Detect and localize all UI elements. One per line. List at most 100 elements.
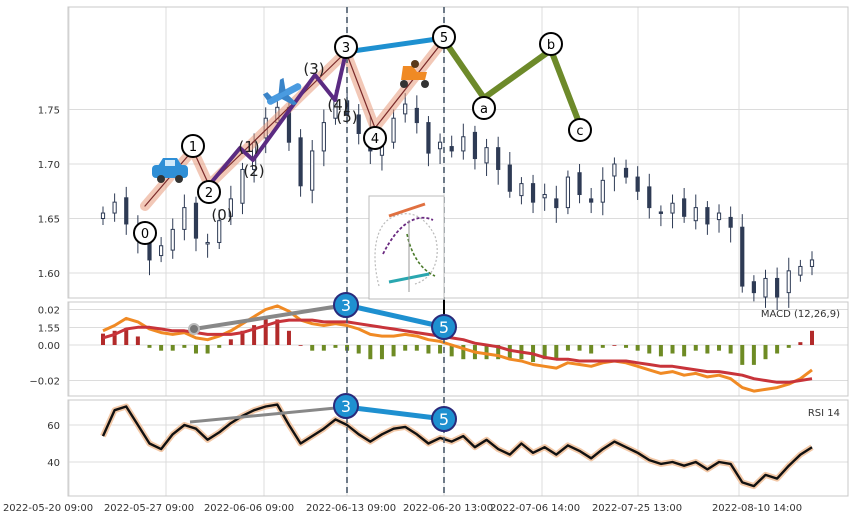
wave-label: 4 [371, 132, 379, 147]
macd-histogram-bar [461, 345, 466, 360]
airplane-tail [262, 92, 273, 101]
candle-body [112, 201, 117, 214]
signal-line [102, 318, 813, 384]
rsi-line-halo [100, 401, 814, 490]
candle-body [740, 226, 745, 287]
scooter-icon [400, 60, 429, 88]
candle-body [391, 117, 396, 143]
candle-body [310, 150, 315, 191]
coaster-track-purple [382, 216, 434, 255]
panel-frame [67, 301, 849, 397]
coaster-track-outer [374, 213, 438, 287]
candle-body [554, 198, 559, 209]
candle-body [426, 122, 431, 154]
macd-histogram-bar [159, 345, 164, 351]
wave-label-circle [472, 96, 496, 120]
wave-label: (5) [336, 108, 357, 126]
candle-body [542, 194, 547, 199]
candle-body [635, 176, 640, 192]
candle-body [589, 198, 594, 203]
macd-histogram-bar [635, 345, 640, 351]
candle-body [682, 198, 687, 217]
candle-body [159, 245, 164, 257]
candle-body [507, 164, 512, 192]
panel-frames [67, 6, 849, 497]
macd-histogram-bar [496, 345, 501, 360]
airplane-fuselage [266, 83, 302, 105]
macd-histogram-bar [554, 345, 559, 360]
wave-label: c [576, 124, 583, 139]
candlestick-series [100, 89, 815, 311]
macd-histogram-bar [577, 345, 582, 351]
macd-histogram-bar [414, 345, 419, 351]
macd-histogram-bar [717, 345, 722, 351]
x-tick-label: 2022-05-20 09:00 [3, 503, 93, 514]
candle-body [496, 147, 501, 170]
candle-body [449, 146, 454, 152]
indicator-marker-circle [333, 292, 359, 318]
macd-histogram-bar [484, 345, 489, 360]
wave-label-circle [432, 25, 456, 49]
candle-body [414, 107, 419, 124]
candle-body [217, 220, 222, 243]
correction-wave-line [441, 37, 581, 123]
airplane-wing [280, 94, 298, 106]
macd-histogram-bar [240, 330, 245, 345]
macd-histogram-bar [438, 345, 443, 354]
macd-histogram-bar [670, 345, 675, 354]
scooter-wheel [400, 80, 408, 88]
candle-body [484, 147, 489, 164]
scooter-rider [411, 60, 419, 68]
candle-body [565, 176, 571, 209]
axis-labels: 1.551.601.651.701.75−0.020.000.024060MAC… [3, 106, 840, 515]
rollercoaster-icon [368, 195, 445, 300]
candle-body [693, 207, 698, 222]
wave-label: 3 [342, 41, 350, 56]
wave-label-circle [181, 134, 205, 158]
impulse-wave-band [140, 35, 449, 211]
macd-histogram-bar [624, 345, 629, 348]
rsi-divergence-gray [189, 405, 347, 424]
macd-histogram-bar [647, 345, 652, 354]
divergence-line-price [343, 35, 447, 55]
macd-y-tick-label: 0.00 [38, 341, 60, 352]
subwave-line [203, 50, 348, 192]
wave-label: 1 [189, 140, 197, 155]
macd-histogram-bar [135, 336, 140, 345]
price-y-tick-label: 1.60 [38, 269, 60, 280]
macd-histogram-bar [705, 345, 710, 354]
candle-body [124, 197, 129, 225]
wave-label: 5 [440, 31, 448, 46]
macd-histogram-bar [391, 345, 396, 357]
x-tick-label: 2022-06-13 09:00 [306, 503, 396, 514]
candle-body [751, 281, 756, 294]
candle-body [298, 137, 303, 187]
macd-histogram-bar [612, 345, 617, 346]
macd-histogram-bar [658, 345, 663, 357]
macd-histogram-bar [810, 330, 814, 345]
macd-histogram-bar [379, 345, 384, 360]
rsi-y-tick-label: 60 [47, 421, 60, 432]
coaster-train-top [388, 202, 426, 218]
wave-label-circle [568, 118, 592, 142]
candle-body [670, 202, 675, 214]
car-wheel [157, 175, 165, 183]
macd-histogram-bar [356, 345, 361, 354]
candle-body [437, 141, 443, 150]
candle-body [205, 241, 210, 245]
scooter-wheel [421, 80, 429, 88]
macd-histogram-bar [542, 345, 547, 360]
candle-body [623, 167, 629, 178]
indicator-marker-circle [431, 314, 457, 340]
macd-histogram-bar [507, 345, 512, 360]
macd-histogram-bar [728, 345, 733, 354]
rsi-panel-label: RSI 14 [808, 408, 840, 419]
candle-body [182, 207, 187, 230]
candle-body [647, 186, 652, 209]
candle-body [228, 198, 233, 217]
macd-histogram-bar [449, 345, 454, 357]
candle-body [530, 183, 536, 203]
candle-body [356, 114, 361, 134]
indicator-marker-circle [431, 406, 457, 432]
macd-histogram-bar [368, 345, 373, 360]
